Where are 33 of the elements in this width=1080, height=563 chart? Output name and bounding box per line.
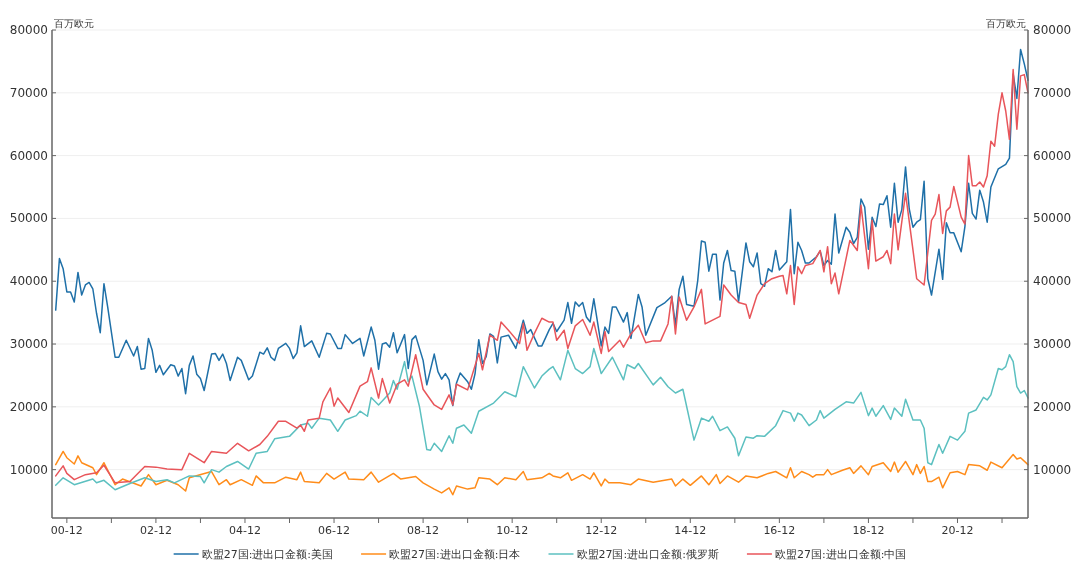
x-tick-label: 04-12 <box>228 524 261 537</box>
y2-tick-label: 30000 <box>1033 337 1072 352</box>
x-tick-label: 08-12 <box>407 524 440 537</box>
y-tick-label: 50000 <box>9 211 48 226</box>
y-tick-label: 30000 <box>9 337 48 352</box>
y2-tick-label: 80000 <box>1033 23 1072 37</box>
x-tick-label: 20-12 <box>941 524 974 537</box>
y-tick-label: 80000 <box>9 23 48 37</box>
y2-tick-label: 70000 <box>1033 85 1072 100</box>
y2-tick-label: 60000 <box>1033 148 1072 163</box>
x-tick-label: 02-12 <box>139 524 172 537</box>
y2-tick-label: 40000 <box>1033 274 1072 289</box>
y-tick-label: 20000 <box>9 399 48 414</box>
y-tick-label: 40000 <box>9 274 48 289</box>
y-tick-label: 60000 <box>9 148 48 163</box>
y2-tick-label: 20000 <box>1033 399 1072 414</box>
y-tick-label: 70000 <box>9 85 48 100</box>
legend-label: 欧盟27国:进出口金额:中国 <box>774 548 907 561</box>
y2-axis-title: 百万欧元 <box>986 18 1026 29</box>
x-tick-label: 14-12 <box>674 524 707 537</box>
x-tick-label: 18-12 <box>852 524 885 537</box>
y-tick-label: 10000 <box>9 462 48 477</box>
legend-label: 欧盟27国:进出口金额:美国 <box>201 548 334 561</box>
y-axis-title: 百万欧元 <box>54 18 94 29</box>
legend-label: 欧盟27国:进出口金额:日本 <box>389 548 521 561</box>
x-tick-label: 10-12 <box>496 524 529 537</box>
x-tick-label: 12-12 <box>585 524 618 537</box>
legend-label: 欧盟27国:进出口金额:俄罗斯 <box>576 548 719 561</box>
y2-tick-label: 50000 <box>1033 211 1072 226</box>
y2-tick-label: 10000 <box>1033 462 1072 477</box>
x-tick-label: 16-12 <box>763 524 796 537</box>
x-tick-label: 00-12 <box>50 524 83 537</box>
x-tick-label: 06-12 <box>318 524 351 537</box>
